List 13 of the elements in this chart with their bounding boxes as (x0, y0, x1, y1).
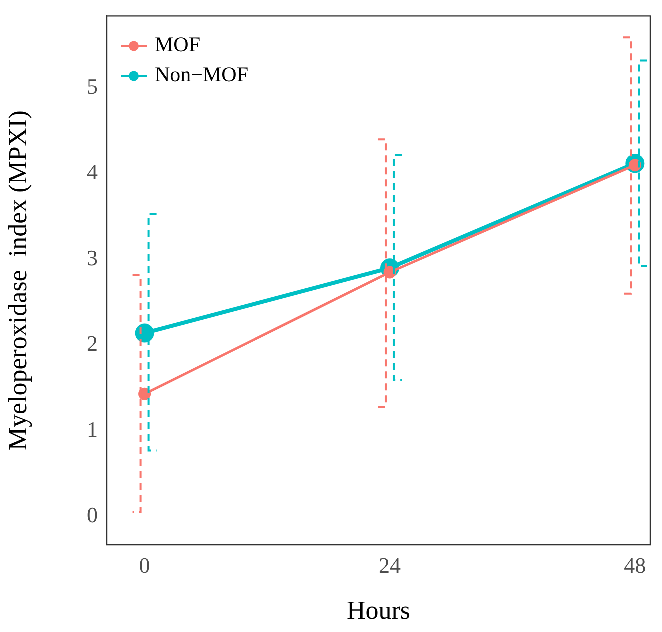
x-tick-label: 24 (378, 552, 401, 578)
y-tick-label: 3 (87, 245, 98, 270)
legend-label: MOF (155, 32, 201, 57)
x-tick-label: 48 (624, 552, 646, 578)
y-tick-label: 2 (87, 331, 98, 356)
y-tick-label: 0 (87, 502, 98, 528)
x-tick-label: 0 (139, 552, 150, 578)
legend-label: Non−MOF (155, 62, 249, 87)
x-axis-title: Hours (346, 596, 411, 626)
y-axis-title: Myeloperoxidase index (MPXI) (3, 110, 32, 451)
y-tick-label: 1 (87, 416, 98, 442)
y-tick-label: 4 (87, 160, 98, 185)
y-tick-label: 5 (87, 74, 98, 99)
